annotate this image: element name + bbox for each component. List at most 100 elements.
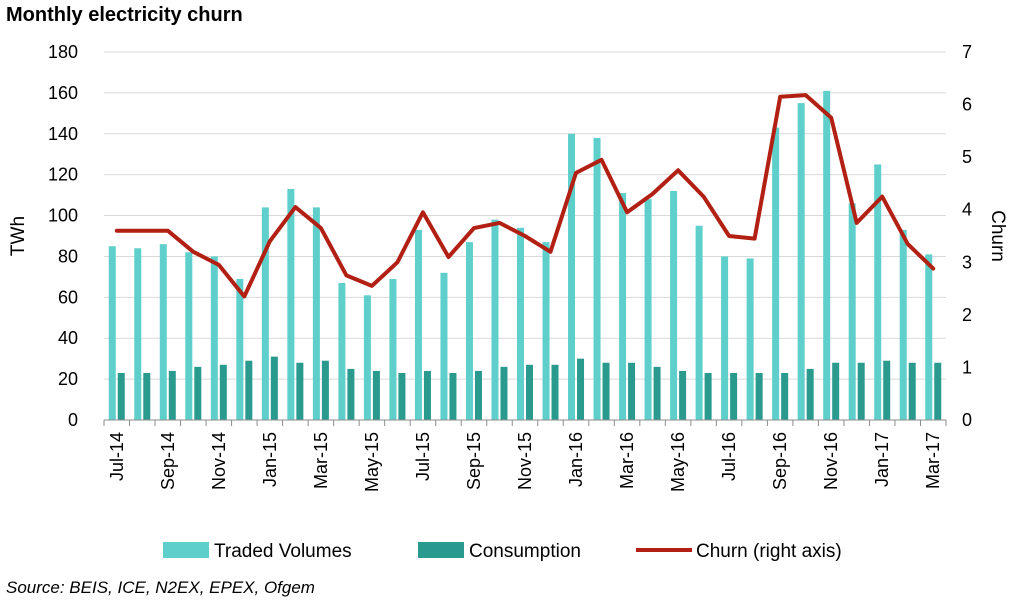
legend-label-traded-volumes: Traded Volumes (214, 541, 352, 562)
bar-consumption (577, 358, 585, 420)
bar-traded-volumes (159, 244, 167, 420)
y2-tick-label: 3 (962, 252, 972, 272)
bar-consumption (551, 364, 559, 420)
bar-traded-volumes (695, 225, 703, 420)
y2-tick-label: 6 (962, 95, 972, 115)
bar-traded-volumes (185, 252, 193, 420)
x-tick-label: Nov-14 (209, 432, 229, 490)
bar-consumption (321, 360, 329, 420)
x-tick-label: Jan-15 (260, 432, 280, 487)
x-tick-label: Sep-16 (770, 432, 790, 490)
y-tick-label: 140 (48, 124, 78, 144)
legend-swatch-traded-volumes (163, 542, 209, 558)
y2-axis-title: Churn (987, 210, 1008, 262)
y-tick-label: 160 (48, 83, 78, 103)
bar-consumption (781, 372, 789, 420)
x-tick-label: Nov-16 (821, 432, 841, 490)
bar-traded-volumes (670, 191, 678, 420)
bar-consumption (653, 366, 661, 420)
y-axis-title: TWh (8, 216, 29, 256)
bar-consumption (219, 364, 227, 420)
bar-consumption (423, 370, 431, 420)
bar-traded-volumes (108, 246, 116, 420)
bar-consumption (143, 372, 151, 420)
bar-traded-volumes (542, 242, 550, 420)
bar-consumption (628, 362, 636, 420)
bar-consumption (449, 372, 457, 420)
bar-consumption (168, 370, 176, 420)
x-tick-label: Mar-17 (923, 432, 943, 489)
bar-consumption (474, 370, 482, 420)
y-tick-label: 120 (48, 165, 78, 185)
bar-consumption (526, 364, 533, 420)
x-tick-label: May-16 (668, 432, 688, 492)
bar-traded-volumes (593, 137, 601, 420)
x-tick-label: Jan-17 (872, 432, 892, 487)
x-tick-label: Sep-14 (158, 432, 178, 490)
bar-traded-volumes (568, 133, 576, 420)
bar-traded-volumes (465, 242, 473, 420)
y-tick-label: 0 (68, 410, 78, 430)
bar-traded-volumes (874, 164, 882, 420)
bar-traded-volumes (363, 295, 371, 420)
bar-traded-volumes (261, 207, 269, 420)
bar-consumption (194, 366, 202, 420)
y2-tick-label: 4 (962, 200, 972, 220)
bar-traded-volumes (797, 103, 805, 420)
x-tick-label: Sep-15 (464, 432, 484, 490)
bar-consumption (704, 372, 712, 420)
bar-traded-volumes (823, 90, 831, 420)
x-tick-label: Jan-16 (566, 432, 586, 487)
y-tick-label: 80 (58, 246, 78, 266)
bar-consumption (883, 360, 891, 420)
churn-line (114, 93, 936, 299)
bar-traded-volumes (619, 193, 627, 420)
bar-traded-volumes (848, 203, 856, 420)
bar-traded-volumes (287, 188, 295, 420)
y-tick-label: 100 (48, 206, 78, 226)
x-tick-label: Nov-15 (515, 432, 535, 490)
churn-line-group (114, 93, 936, 299)
y2-tick-label: 0 (962, 410, 972, 430)
bar-traded-volumes (517, 227, 524, 420)
bar-consumption (372, 370, 380, 420)
bar-traded-volumes (210, 256, 218, 420)
y-tick-label: 20 (58, 369, 78, 389)
bar-consumption (755, 372, 763, 420)
legend-swatch-consumption (418, 542, 464, 558)
y-tick-label: 180 (48, 42, 78, 62)
bar-consumption (602, 362, 610, 420)
y2-tick-label: 7 (962, 42, 972, 62)
bar-traded-volumes (414, 229, 422, 420)
bar-consumption (832, 362, 840, 420)
bar-consumption (857, 362, 865, 420)
y-tick-label: 40 (58, 328, 78, 348)
x-tick-label: May-15 (362, 432, 382, 492)
bar-traded-volumes (899, 229, 907, 420)
bar-consumption (730, 372, 738, 420)
x-tick-label: Jul-15 (413, 432, 433, 481)
bar-consumption (908, 362, 916, 420)
bar-consumption (296, 362, 304, 420)
y-tick-label: 60 (58, 287, 78, 307)
legend: Traded Volumes Consumption Churn (right ax… (163, 541, 842, 562)
x-tick-label: Jul-16 (719, 432, 739, 481)
bar-consumption (347, 368, 355, 420)
bar-consumption (245, 360, 253, 420)
x-tick-label: Mar-15 (311, 432, 331, 489)
bar-traded-volumes (134, 248, 142, 420)
bar-consumption (270, 356, 278, 420)
bar-consumption (398, 372, 406, 420)
y2-tick-label: 2 (962, 305, 972, 325)
x-tick-label: Jul-14 (107, 432, 127, 481)
bars (108, 90, 942, 421)
bar-traded-volumes (772, 127, 780, 421)
bar-consumption (117, 372, 125, 420)
bar-consumption (679, 370, 687, 420)
bar-traded-volumes (389, 278, 397, 420)
bar-traded-volumes (925, 254, 933, 420)
axes: 0 20 40 60 80 100 120 140 160 180 0 1 2 3 4 5 6 7 Jul-14 Se… (8, 42, 1008, 492)
bar-consumption (806, 368, 814, 420)
bar-traded-volumes (746, 258, 754, 420)
